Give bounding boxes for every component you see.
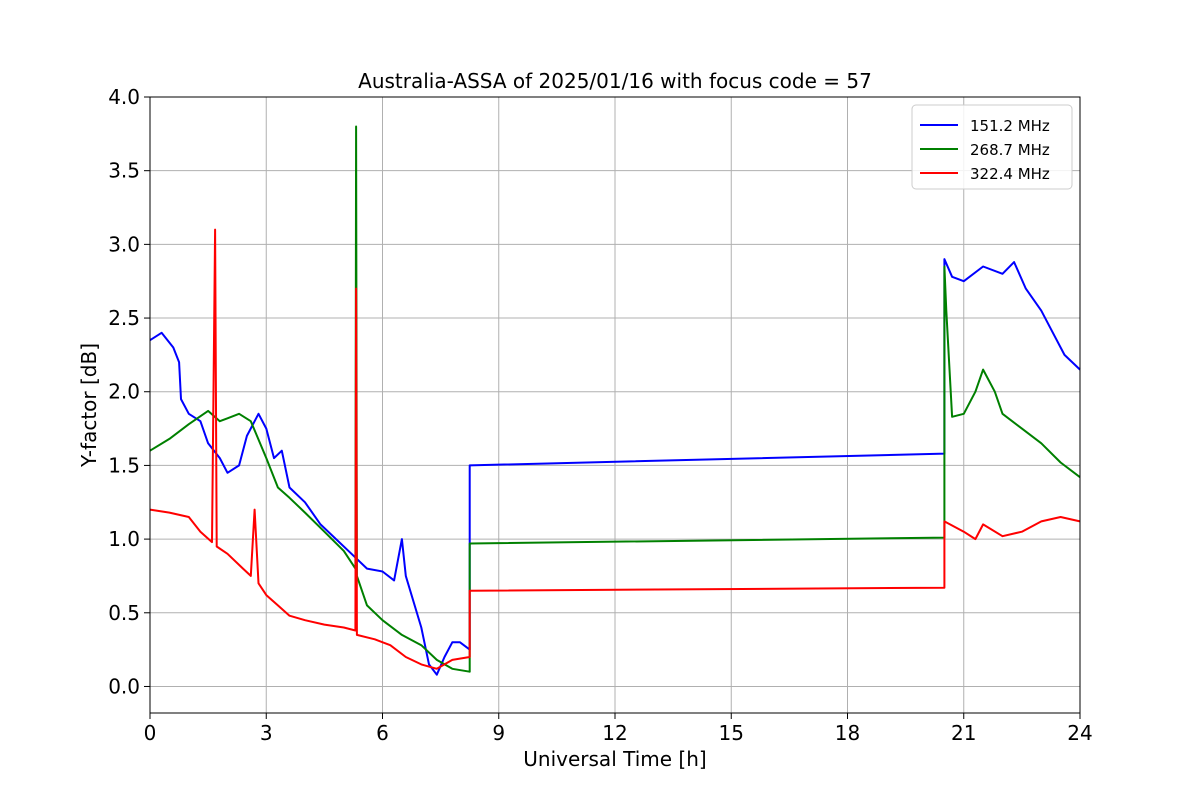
axis-ticks: 0 3 6 9 12 15 18 21 24 0.0 0.5 1.0 1.5 2.0 2.5 3.0 3.5 4.… (108, 85, 1093, 745)
series-line-1 (149, 258, 1081, 676)
x-tick-label: 6 (376, 721, 389, 745)
y-tick-label: 3.5 (108, 159, 140, 183)
legend-label-1: 151.2 MHz (970, 117, 1050, 135)
series-lines (149, 125, 1081, 676)
y-axis-title: Y-factor [dB] (77, 343, 101, 468)
y-tick-label: 2.0 (108, 380, 140, 404)
chart-title: Australia-ASSA of 2025/01/16 with focus … (358, 69, 872, 93)
y-tick-label: 0.0 (108, 674, 140, 698)
y-tick-label: 1.5 (108, 453, 140, 477)
x-tick-label: 0 (144, 721, 157, 745)
x-tick-label: 18 (835, 721, 860, 745)
x-tick-label: 15 (719, 721, 744, 745)
series-line-3 (149, 228, 1081, 670)
series-line-2 (149, 125, 1081, 673)
x-tick-label: 9 (492, 721, 505, 745)
legend-label-3: 322.4 MHz (970, 165, 1050, 183)
y-tick-label: 4.0 (108, 85, 140, 109)
x-axis-title: Universal Time [h] (523, 747, 706, 771)
y-tick-label: 0.5 (108, 601, 140, 625)
legend: 151.2 MHz 268.7 MHz 322.4 MHz (911, 104, 1073, 190)
x-tick-label: 12 (602, 721, 627, 745)
x-tick-label: 21 (951, 721, 976, 745)
y-tick-label: 1.0 (108, 527, 140, 551)
legend-label-2: 268.7 MHz (970, 141, 1050, 159)
x-tick-label: 24 (1067, 721, 1092, 745)
x-tick-label: 3 (260, 721, 273, 745)
y-tick-label: 3.0 (108, 232, 140, 256)
y-tick-label: 2.5 (108, 306, 140, 330)
